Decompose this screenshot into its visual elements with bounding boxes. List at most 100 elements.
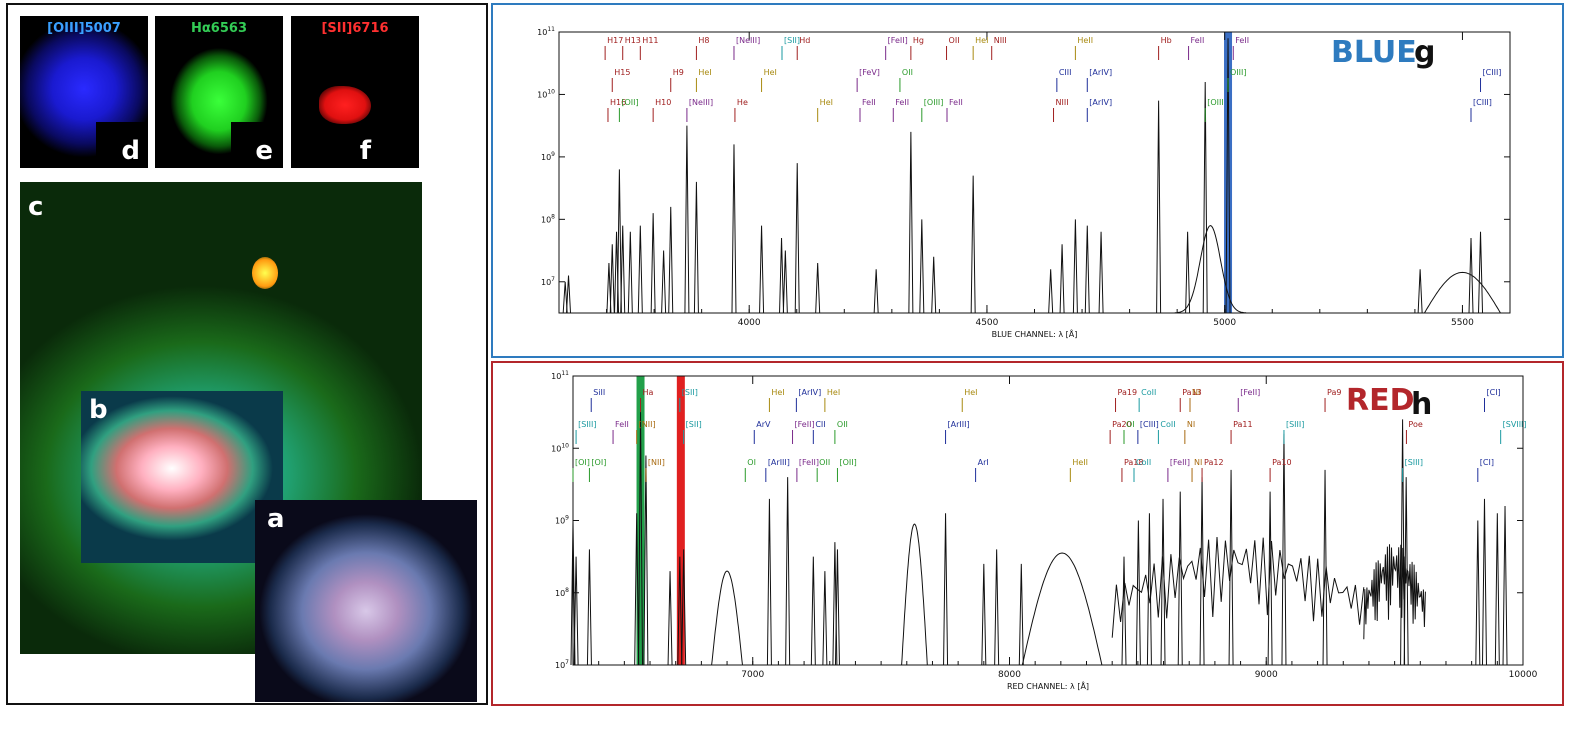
line-id-label: Pa13: [1182, 388, 1202, 397]
emission-line: [731, 144, 737, 314]
emission-line: [573, 556, 579, 666]
star-knot: [252, 257, 278, 289]
blue-spectrum-chart: 107 108 109 1010 1011 4000 4500 5000 5500 BLUE CH…: [537, 26, 1511, 339]
emission-line: [1494, 513, 1500, 666]
red-spectrum-chart: 107 108 109 1010 1011 7000 8000 9000 10000 RED CH…: [551, 370, 1537, 691]
line-id-label: [SIII]: [1286, 420, 1304, 429]
line-id-label: [NeIII]: [736, 36, 760, 45]
line-id-label: OII: [949, 36, 960, 45]
line-id-label: FeII: [862, 98, 876, 107]
emission-line: [1084, 225, 1090, 314]
line-id-label: Hg: [913, 36, 924, 45]
emission-line: [1098, 231, 1104, 314]
oiii-image: [OIII]5007 d: [20, 16, 148, 168]
emission-line: [627, 231, 633, 314]
emission-line: [684, 125, 690, 314]
emission-line: [1156, 100, 1162, 314]
line-id-label: Pa19: [1118, 388, 1138, 397]
oiii-caption: [OIII]5007: [47, 21, 121, 36]
emission-line: [693, 181, 699, 314]
line-id-label: [NII]: [648, 458, 665, 467]
line-id-label: Ha: [643, 388, 654, 397]
emission-line: [637, 225, 643, 314]
emission-line: [785, 477, 791, 666]
emission-line: [1400, 419, 1406, 666]
emission-line: [815, 263, 821, 314]
line-id-label: [OIII: [1207, 98, 1224, 107]
x-axis-label: BLUE CHANNEL: λ [Å]: [992, 328, 1078, 339]
line-id-label: [FeII]: [795, 420, 815, 429]
blue-spectrum-panel: 107 108 109 1010 1011 4000 4500 5000 5500 BLUE CH…: [491, 3, 1564, 358]
emission-line: [943, 513, 949, 666]
line-id-label: [ArIV]: [1089, 68, 1112, 77]
inset-mask: [231, 122, 283, 168]
continuum-feature: [711, 570, 743, 666]
emission-line: [643, 455, 649, 666]
emission-line: [759, 225, 765, 314]
emission-line: [1502, 506, 1508, 666]
image-panel: [OIII]5007 d Hα6563 e [SII]6716 f c b a: [6, 3, 488, 705]
line-id-label: FeII: [1235, 36, 1249, 45]
line-id-label: OI: [747, 458, 756, 467]
line-id-label: Pa10: [1272, 458, 1292, 467]
line-id-label: HeI: [764, 68, 777, 77]
line-id-label: OIII]: [1230, 68, 1247, 77]
line-id-label: FeII: [895, 98, 909, 107]
line-id-label: [CIII]: [1473, 98, 1492, 107]
line-id-label: OII: [837, 420, 848, 429]
line-id-label: HeI: [964, 388, 977, 397]
line-id-label: [CIII]: [1483, 68, 1502, 77]
line-id-label: [SII]: [784, 36, 800, 45]
y-tick-label: 1011: [537, 26, 555, 37]
sii-image: [SII]6716 f: [291, 16, 419, 168]
line-id-label: [OI]: [591, 458, 606, 467]
sii-caption: [SII]6716: [321, 21, 389, 36]
line-id-label: [SIII]: [578, 420, 596, 429]
line-id-label: [OI]: [575, 458, 590, 467]
y-tick-label: 1011: [551, 370, 569, 381]
red-title: RED: [1346, 383, 1415, 418]
line-id-label: [CI]: [1480, 458, 1494, 467]
line-id-label: HeI: [698, 68, 711, 77]
emission-line: [609, 244, 615, 314]
line-id-label: SiII: [593, 388, 605, 397]
emission-line: [919, 219, 925, 314]
line-id-label: HeI: [820, 98, 833, 107]
line-id-label: Pa18: [1124, 458, 1144, 467]
emission-line: [1403, 477, 1409, 666]
emission-line: [1417, 269, 1423, 314]
line-id-label: H10: [655, 98, 671, 107]
x-tick-label: 5000: [1213, 318, 1236, 328]
continuum-feature: [1021, 552, 1103, 666]
line-id-label: H13: [625, 36, 641, 45]
red-spectrum-panel: 107 108 109 1010 1011 7000 8000 9000 10000 RED CH…: [491, 361, 1564, 706]
line-id-label: H8: [698, 36, 709, 45]
emission-line: [620, 225, 626, 314]
line-id-label: [OII]: [839, 458, 856, 467]
line-id-label: [SIII]: [1405, 458, 1423, 467]
panel-letter-g: g: [1414, 35, 1436, 70]
line-id-label: FeII: [949, 98, 963, 107]
panel-letter-f: f: [359, 136, 371, 166]
line-id-label: [OIII]: [924, 98, 944, 107]
emission-line: [1322, 469, 1328, 666]
line-id-label: OII: [819, 458, 830, 467]
line-id-label: [CIII]: [1140, 420, 1159, 429]
emission-line: [810, 556, 816, 666]
line-id-label: He: [737, 98, 748, 107]
x-tick-label: 9000: [1255, 670, 1278, 680]
line-id-label: Pa9: [1327, 388, 1341, 397]
x-axis-label: RED CHANNEL: λ [Å]: [1007, 680, 1089, 691]
emission-line: [834, 549, 840, 666]
line-id-label: OII: [902, 68, 913, 77]
emission-line: [779, 238, 785, 314]
emission-line: [1018, 563, 1024, 666]
y-tick-label: 109: [541, 151, 555, 162]
continuum-feature: [1363, 544, 1426, 640]
emission-line: [931, 256, 937, 314]
emission-line: [634, 513, 640, 666]
emission-line: [1048, 269, 1054, 314]
line-id-label: H15: [614, 68, 630, 77]
emission-line: [1072, 219, 1078, 314]
emission-line: [668, 206, 674, 314]
